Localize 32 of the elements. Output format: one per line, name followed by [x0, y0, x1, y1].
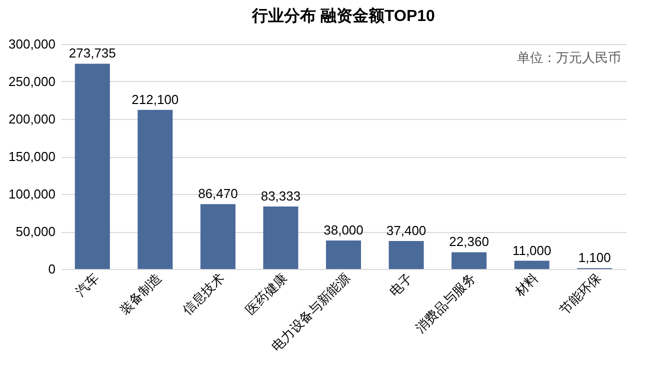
annotation: 单位：万元人民币	[517, 50, 621, 65]
x-tick-label: 节能环保	[556, 270, 604, 318]
x-tick-label: 材料	[511, 270, 542, 300]
data-label: 22,360	[449, 234, 489, 250]
x-tick-label: 信息技术	[180, 270, 228, 318]
bar	[138, 110, 173, 269]
data-label: 273,735	[68, 46, 116, 61]
bar	[514, 260, 550, 269]
bar	[326, 240, 362, 269]
data-label: 11,000	[512, 242, 552, 258]
chart-title: 行业分布 融资金额TOP10	[251, 7, 436, 25]
data-label: 83,333	[260, 188, 301, 204]
data-label: 212,100	[132, 92, 179, 107]
y-tick-label: 300,000	[8, 36, 56, 52]
data-label: 86,470	[198, 186, 238, 202]
bar	[74, 64, 110, 269]
bar	[388, 240, 424, 269]
bar	[200, 204, 236, 269]
data-label: 38,000	[324, 222, 364, 238]
y-tick-label: 0	[48, 262, 56, 276]
bar	[263, 206, 298, 269]
y-tick-label: 100,000	[8, 186, 56, 202]
y-tick-label: 250,000	[8, 74, 56, 89]
y-tick-label: 50,000	[16, 224, 56, 239]
data-label: 1,100	[578, 250, 611, 266]
y-tick-label: 200,000	[8, 112, 56, 126]
x-tick-label: 装备制造	[116, 270, 164, 318]
x-tick-label: 汽车	[72, 270, 102, 300]
bar	[452, 252, 487, 269]
y-tick-label: 150,000	[8, 149, 56, 164]
data-label: 37,400	[386, 222, 426, 238]
x-tick-label: 医药健康	[242, 270, 290, 318]
